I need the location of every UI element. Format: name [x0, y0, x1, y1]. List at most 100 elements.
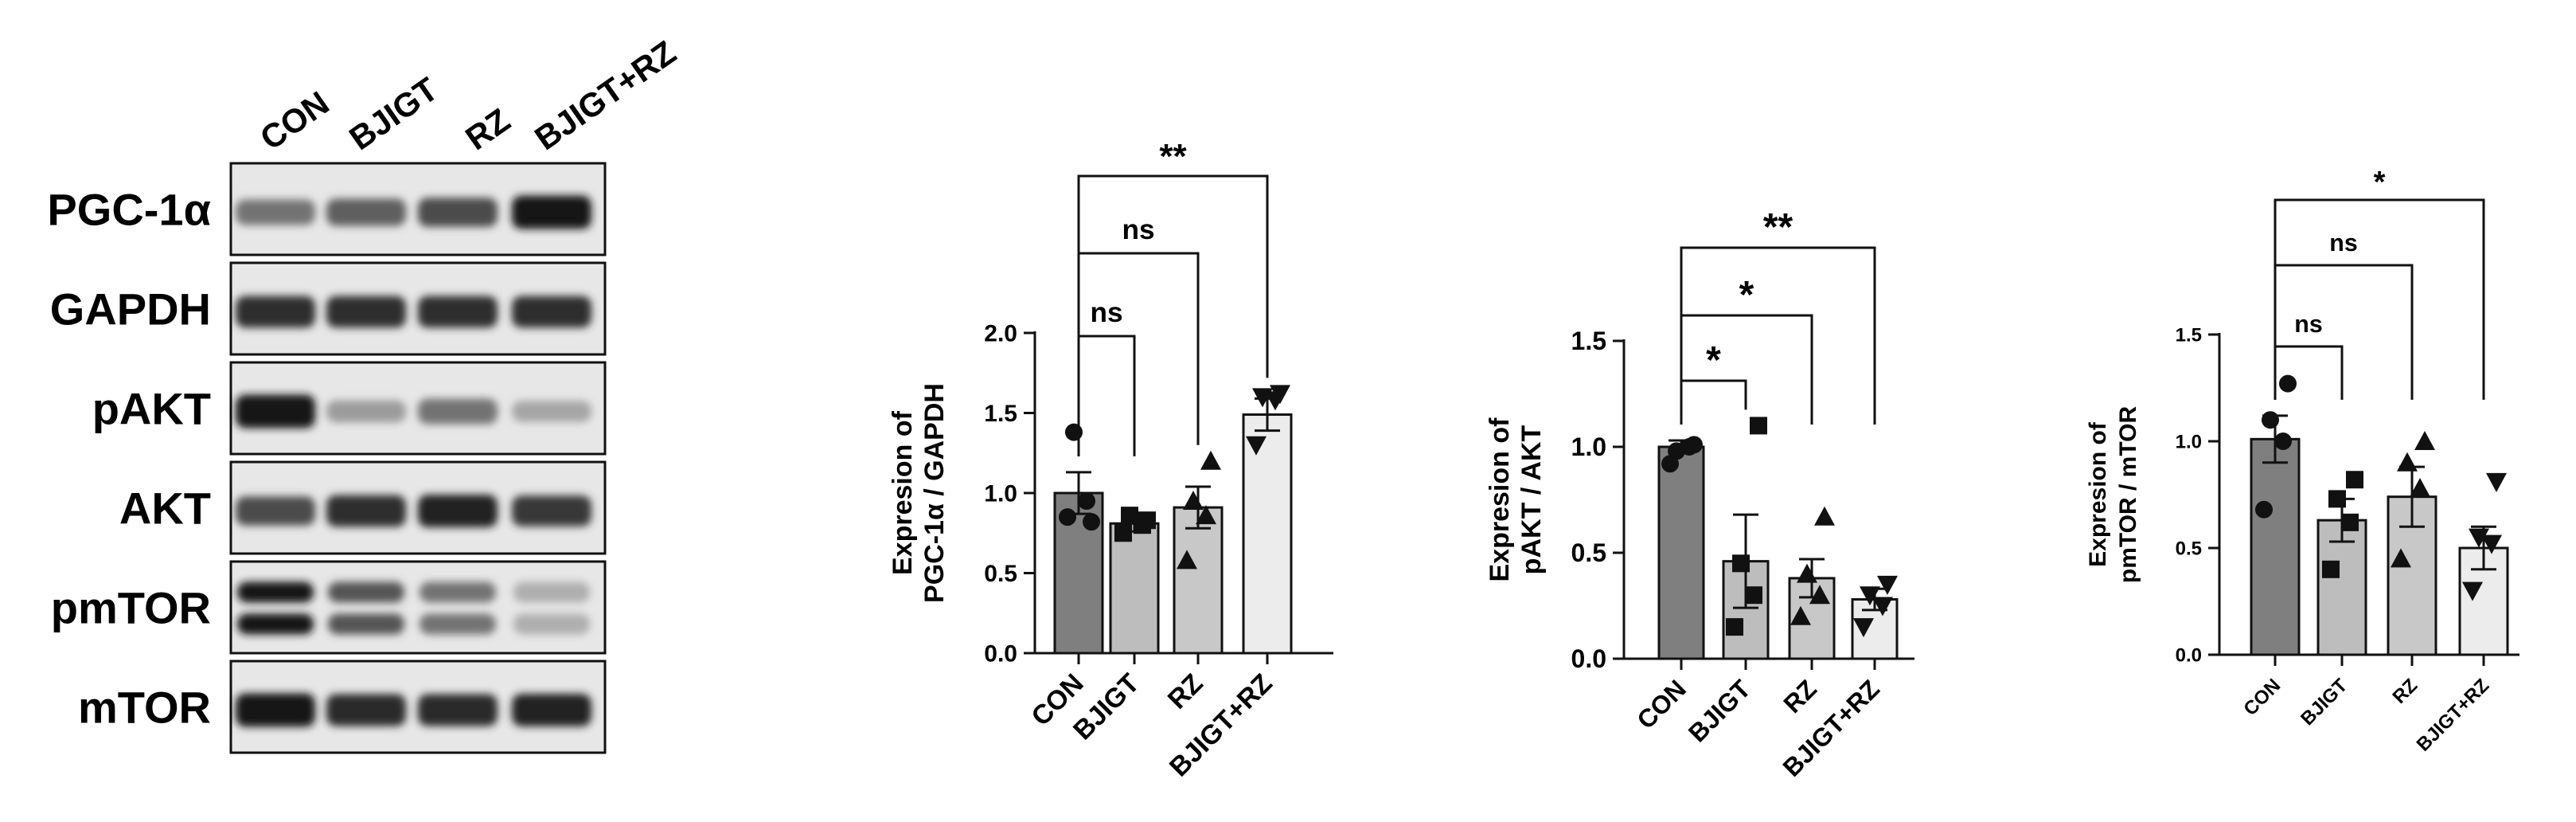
significance-label-2: *: [1739, 274, 1754, 316]
bar-bjigt-rz: [1242, 413, 1293, 655]
point-bjigt-rz-3: [1252, 388, 1273, 408]
point-rz-2: [2410, 477, 2430, 497]
x-tick-label-bjigt-rz: BJIGT+RZ: [2413, 675, 2494, 756]
band-pmtor-lane-1-lower: [237, 613, 314, 635]
row-label-mtor: mTOR: [78, 683, 211, 733]
y-axis-title-line-1: Expresion of: [2085, 421, 2111, 567]
point-bjigt-4: [2346, 471, 2363, 489]
band-pgc-1--lane-2: [326, 198, 406, 226]
band-akt-lane-1: [236, 496, 315, 526]
point-rz-4: [2414, 431, 2435, 450]
significance-label-2: ns: [1122, 214, 1154, 245]
band-mtor-lane-4: [512, 694, 591, 726]
y-tick-label-1: 0.5: [984, 561, 1017, 587]
y-tick-label-3: 1.5: [2176, 324, 2202, 346]
x-tick-label-rz: RZ: [2389, 675, 2422, 708]
band-pakt-lane-2: [326, 400, 406, 423]
point-con-2: [1078, 492, 1095, 511]
significance-label-1: ns: [1090, 297, 1122, 328]
band-pmtor-lane-3-upper: [420, 581, 496, 603]
x-tick-label-bjigt: BJIGT: [2297, 675, 2352, 730]
bar-con: [2250, 437, 2301, 656]
point-bjigt-1: [1726, 618, 1743, 636]
point-bjigt-2: [2341, 513, 2359, 531]
point-rz-1: [1177, 550, 1197, 570]
band-mtor-lane-2: [326, 694, 406, 726]
point-rz-4: [1200, 450, 1221, 470]
point-bjigt-1: [1114, 524, 1132, 542]
point-bjigt-1: [2322, 560, 2340, 578]
point-bjigt-rz-4: [1877, 575, 1898, 595]
significance-bracket-3: [1077, 174, 1269, 456]
lane-label-bjigt-rz: BJIGT+RZ: [528, 33, 682, 158]
point-bjigt-rz-3: [1860, 586, 1880, 606]
row-label-akt: AKT: [119, 483, 211, 534]
lane-label-bjigt: BJIGT: [342, 70, 445, 158]
y-tick-label-0: 0.0: [2176, 644, 2202, 666]
y-axis-title-line-2: PGC-1α / GAPDH: [919, 383, 950, 603]
x-tick-label-bjigt: BJIGT: [1683, 674, 1756, 747]
band-pgc-1--lane-3: [418, 198, 498, 227]
row-label-pakt: pAKT: [92, 384, 211, 434]
western-blot: CON BJIGT RZ BJIGT+RZ PGC-1α GAPDH pAKT AKT pmTO…: [47, 33, 682, 754]
y-tick-label-0: 0.0: [984, 641, 1017, 667]
band-pakt-lane-4: [512, 401, 591, 422]
point-rz-2: [1809, 585, 1830, 605]
x-tick-label-con: CON: [2239, 675, 2285, 720]
row-label-gapdh: GAPDH: [50, 284, 211, 335]
band-pakt-lane-1: [236, 394, 315, 429]
band-pgc-1--lane-1: [236, 199, 315, 225]
significance-label-1: *: [1706, 339, 1721, 382]
point-rz-1: [2391, 548, 2411, 568]
y-tick-label-4: 2.0: [984, 321, 1017, 347]
x-tick-label-rz: RZ: [1162, 668, 1209, 715]
bar-con: [1657, 445, 1705, 660]
significance-label-3: **: [1159, 137, 1187, 176]
band-gapdh-lane-1: [236, 296, 315, 328]
significance-label-3: **: [1763, 206, 1793, 249]
point-bjigt-rz-1: [1853, 618, 1874, 638]
significance-bracket-2: [1077, 252, 1200, 456]
band-pakt-lane-3: [418, 398, 498, 425]
band-pmtor-lane-3-lower: [420, 613, 496, 635]
point-rz-3: [1797, 563, 1817, 583]
y-axis-title-line-1: Expresion of: [888, 410, 918, 575]
band-gapdh-lane-4: [512, 296, 591, 328]
point-con-4: [1685, 436, 1703, 454]
point-bjigt-rz-2: [1872, 597, 1893, 616]
y-axis-title-line-2: pmTOR / mTOR: [2115, 406, 2141, 584]
y-tick-label-3: 1.5: [984, 401, 1017, 427]
band-pmtor-lane-4-lower: [513, 613, 590, 635]
row-label-pmtor: pmTOR: [51, 583, 211, 633]
y-tick-label-1: 0.5: [1571, 538, 1606, 567]
band-pmtor-lane-2-lower: [328, 613, 404, 635]
band-pmtor-lane-2-upper: [328, 581, 404, 603]
point-rz-4: [1814, 506, 1835, 526]
point-bjigt-rz-2: [2481, 534, 2502, 554]
point-bjigt-4: [1750, 417, 1767, 435]
blot-panel-pmtor: [229, 560, 607, 655]
point-rz-2: [1196, 505, 1216, 525]
band-gapdh-lane-3: [418, 296, 498, 328]
band-pmtor-lane-1-upper: [237, 581, 314, 603]
y-tick-label-0: 0.0: [1571, 644, 1606, 673]
point-rz-1: [1790, 605, 1811, 625]
y-tick-label-3: 1.5: [1571, 327, 1606, 355]
band-pgc-1--lane-4: [512, 195, 591, 229]
x-tick-label-rz: RZ: [1778, 674, 1822, 718]
significance-bracket-3: [2274, 198, 2485, 400]
x-tick-label-con: CON: [1631, 674, 1692, 734]
y-axis-title-line-2: pAKT / AKT: [1516, 425, 1547, 574]
point-con-4: [2279, 374, 2297, 393]
point-con-2: [2274, 433, 2292, 450]
point-rz-3: [2397, 452, 2418, 472]
point-bjigt-2: [1745, 586, 1762, 605]
band-mtor-lane-3: [418, 694, 498, 726]
point-bjigt-rz-3: [2469, 528, 2489, 548]
point-bjigt-rz-1: [1246, 436, 1267, 456]
lane-label-rz: RZ: [459, 101, 517, 158]
y-axis-title-line-1: Expresion of: [1485, 417, 1515, 582]
significance-label-2: ns: [2329, 229, 2357, 256]
